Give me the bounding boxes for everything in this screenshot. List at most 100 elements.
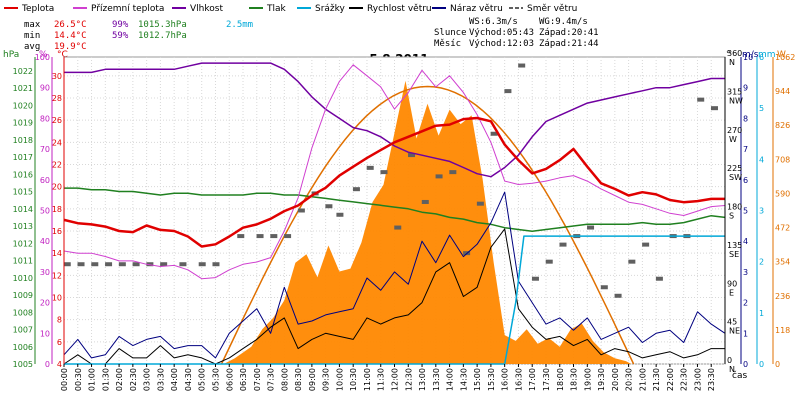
wind-direction-mark <box>132 262 140 267</box>
stats-sun-label: Slunce <box>434 28 467 38</box>
stats-sun-rise: Východ:05:43 <box>469 28 534 38</box>
tick-label-degc: 28 <box>52 94 62 103</box>
tick-label-compass: E <box>729 288 734 297</box>
wind-direction-mark <box>336 212 344 217</box>
tick-label-degc: 26 <box>52 116 62 125</box>
wind-direction-mark <box>105 262 113 267</box>
x-tick-label: 14:30 <box>459 368 468 391</box>
legend: Teplota Přízemní teplota Vlhkost Tlak Srážky… <box>4 4 577 14</box>
tick-label-hpa: 1021 <box>13 84 33 93</box>
x-tick-label: 06:30 <box>239 368 248 391</box>
x-tick-label: 17:30 <box>542 368 551 391</box>
stats-avg-temp: 19.9°C <box>54 42 87 52</box>
tick-label-hpa: 1008 <box>13 308 33 317</box>
x-tick-label: 01:30 <box>101 368 110 391</box>
stats-min-label: min <box>24 31 40 41</box>
stats-wind-speed: WS:6.3m/s <box>469 17 518 27</box>
axis-units: hPa % °C ° m/s mm W čas <box>3 50 786 381</box>
tick-label-hpa: 1005 <box>13 360 33 369</box>
stats-block: max 26.5°C 99% 1015.3hPa 2.5mm min 14.4°… <box>24 17 599 52</box>
tick-label-dir: 135 <box>727 241 742 250</box>
tick-label-degc: 16 <box>52 227 62 236</box>
tick-label-ms: 8 <box>743 114 748 123</box>
tick-label-w: 236 <box>775 292 790 301</box>
x-tick-label: 16:00 <box>501 368 510 391</box>
x-tick-label: 01:00 <box>88 368 97 391</box>
tick-label-hpa: 1016 <box>13 170 33 179</box>
x-tick-label: 13:00 <box>418 368 427 391</box>
wind-direction-mark <box>160 262 168 267</box>
tick-label-degc: 6 <box>57 338 62 347</box>
tick-label-hpa: 1009 <box>13 291 33 300</box>
stats-moon-label: Měsíc <box>434 39 461 49</box>
stats-wind-gust: WG:9.4m/s <box>539 17 588 27</box>
tick-label-degc: 30 <box>52 72 62 81</box>
solar-radiation-area <box>64 80 725 364</box>
x-tick-label: 09:30 <box>322 368 331 391</box>
x-tick-label: 14:00 <box>446 368 455 391</box>
tick-label-w: 1062 <box>775 53 795 62</box>
x-tick-label: 00:00 <box>60 368 69 391</box>
tick-label-w: 944 <box>775 87 790 96</box>
x-tick-label: 05:30 <box>211 368 220 391</box>
ground-temperature-line <box>63 64 726 280</box>
unit-w: W <box>777 50 786 60</box>
unit-time: čas <box>732 370 747 381</box>
x-tick-label: 02:30 <box>129 368 138 391</box>
x-tick-label: 07:00 <box>253 368 262 391</box>
x-tick-label: 15:00 <box>473 368 482 391</box>
wind-direction-mark <box>435 174 443 179</box>
unit-pct: % <box>39 50 48 60</box>
x-tick-label: 20:30 <box>625 368 634 391</box>
tick-label-mm: 4 <box>759 155 764 164</box>
wind-direction-mark <box>476 201 484 206</box>
x-tick-label: 11:00 <box>363 368 372 391</box>
x-tick-label: 02:00 <box>115 368 124 391</box>
tick-label-w: 826 <box>775 121 790 130</box>
tick-label-hpa: 1017 <box>13 153 33 162</box>
wind-direction-mark <box>655 276 663 281</box>
x-tick-label: 06:00 <box>225 368 234 391</box>
x-tick-label: 21:30 <box>652 368 661 391</box>
x-tick-label: 22:30 <box>680 368 689 391</box>
pressure-line <box>64 187 726 232</box>
tick-label-pct: 80 <box>40 114 50 123</box>
tick-label-degc: 24 <box>52 138 62 147</box>
wind-direction-mark <box>352 187 360 192</box>
tick-label-pct: 50 <box>40 207 50 216</box>
legend-label: Teplota <box>21 4 54 14</box>
tick-label-mm: 2 <box>759 258 764 267</box>
legend-label: Srážky <box>315 4 346 14</box>
wind-direction-mark <box>237 234 245 239</box>
x-tick-label: 19:00 <box>583 368 592 391</box>
tick-label-degc: 10 <box>52 294 62 303</box>
tick-label-pct: 60 <box>40 176 50 185</box>
tick-label-compass: N <box>729 58 735 67</box>
wind-direction-mark <box>710 106 718 111</box>
tick-label-mm: 3 <box>759 207 764 216</box>
tick-label-degc: 8 <box>57 316 62 325</box>
stats-avg-label: avg <box>24 42 40 52</box>
tick-label-hpa: 1011 <box>13 257 33 266</box>
tick-label-degc: 18 <box>52 205 62 214</box>
tick-label-dir: 315 <box>727 87 742 96</box>
temperature-line <box>63 116 725 248</box>
wind-direction-mark <box>270 234 278 239</box>
x-tick-label: 23:30 <box>707 368 716 391</box>
tick-label-ms: 0 <box>743 360 748 369</box>
tick-label-dir: 180 <box>727 203 742 212</box>
wind-direction-mark <box>449 170 457 175</box>
x-tick-label: 15:30 <box>487 368 496 391</box>
wind-direction-mark <box>366 165 374 170</box>
unit-ms: m/s <box>742 50 759 60</box>
x-tick-label: 00:30 <box>74 368 83 391</box>
tick-label-hpa: 1012 <box>13 239 33 248</box>
x-tick-label: 13:30 <box>432 368 441 391</box>
x-tick-label: 12:00 <box>391 368 400 391</box>
stats-sun-set: Západ:20:41 <box>539 28 599 38</box>
x-tick-label: 22:00 <box>666 368 675 391</box>
wind-direction-mark <box>587 225 595 230</box>
tick-label-ms: 6 <box>743 176 748 185</box>
wind-direction-mark <box>408 153 416 158</box>
x-tick-label: 18:00 <box>556 368 565 391</box>
